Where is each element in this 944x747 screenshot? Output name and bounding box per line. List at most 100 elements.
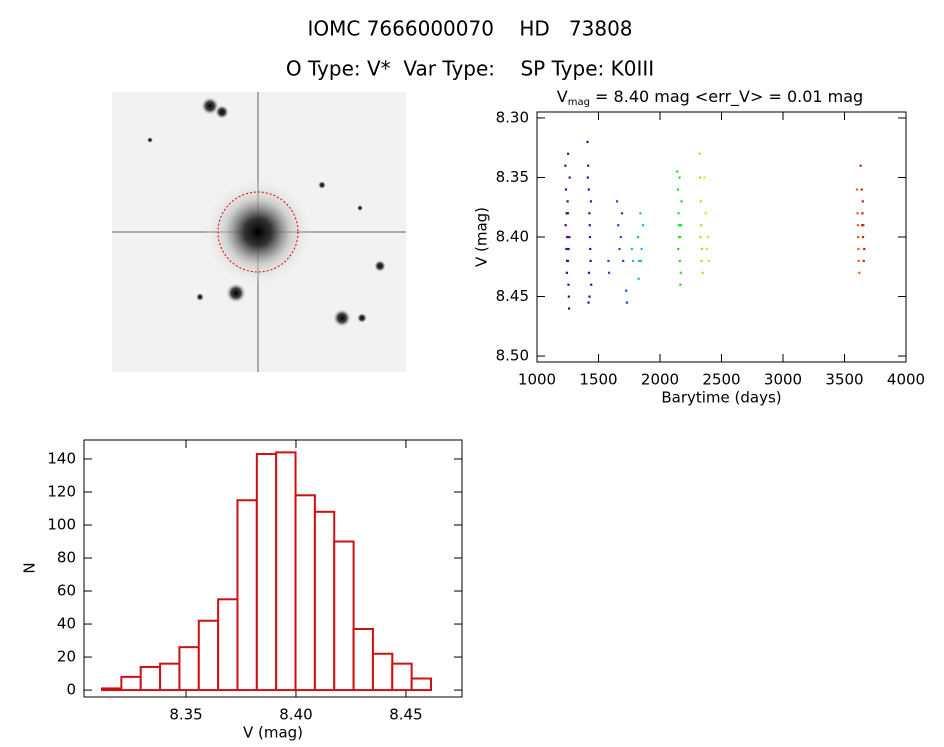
point bbox=[568, 236, 571, 239]
x-axis-label: Barytime (days) bbox=[661, 389, 781, 407]
y-tick-label: 140 bbox=[47, 449, 76, 467]
point bbox=[700, 224, 703, 227]
bar bbox=[178, 646, 200, 692]
sky-image bbox=[112, 92, 406, 372]
point bbox=[586, 140, 589, 143]
point bbox=[861, 236, 865, 239]
point bbox=[862, 224, 865, 227]
point bbox=[566, 236, 569, 239]
point bbox=[858, 271, 861, 274]
bar bbox=[410, 677, 432, 692]
point bbox=[625, 289, 628, 292]
header-line2: O Type: V* Var Type: SP Type: K0III bbox=[286, 57, 654, 81]
point bbox=[565, 271, 568, 274]
point bbox=[618, 247, 621, 251]
point bbox=[617, 224, 620, 227]
x-tick-label: 1500 bbox=[579, 371, 617, 389]
point bbox=[860, 188, 863, 191]
y-tick-label: 8.40 bbox=[496, 228, 529, 246]
point bbox=[631, 259, 635, 263]
point bbox=[589, 200, 593, 203]
point bbox=[678, 259, 681, 263]
y-tick-label: 0 bbox=[66, 681, 76, 699]
point bbox=[636, 236, 640, 239]
point bbox=[860, 224, 864, 227]
point bbox=[705, 247, 708, 251]
point bbox=[564, 224, 567, 227]
point bbox=[586, 176, 589, 179]
x-tick-label: 8.35 bbox=[169, 706, 202, 724]
point bbox=[678, 236, 682, 239]
point bbox=[857, 247, 860, 251]
y-tick-label: 40 bbox=[57, 615, 76, 633]
point bbox=[625, 301, 628, 304]
histogram-chart: 8.35 8.40 8.45 0 20 40 60 80 100 120 140 V (mag) N bbox=[21, 439, 463, 742]
point bbox=[639, 212, 642, 215]
x-tick-label: 2500 bbox=[702, 371, 740, 389]
bar bbox=[217, 598, 239, 692]
point bbox=[566, 212, 569, 215]
bar bbox=[236, 499, 258, 692]
x-tick-label: 2000 bbox=[641, 371, 679, 389]
point bbox=[622, 259, 625, 263]
point bbox=[567, 307, 571, 310]
point bbox=[859, 164, 862, 167]
point bbox=[856, 212, 859, 215]
y-axis-label: V (mag) bbox=[473, 207, 491, 267]
point bbox=[567, 247, 570, 251]
point bbox=[565, 247, 568, 251]
bar bbox=[333, 540, 355, 692]
point bbox=[587, 301, 590, 304]
point bbox=[587, 271, 591, 274]
point bbox=[704, 212, 707, 215]
point bbox=[679, 283, 682, 286]
point bbox=[861, 212, 864, 215]
point bbox=[862, 259, 865, 263]
point bbox=[565, 212, 568, 215]
point bbox=[587, 188, 590, 191]
point bbox=[564, 164, 567, 167]
y-tick-label: 8.50 bbox=[496, 347, 529, 365]
point bbox=[700, 247, 704, 251]
bar bbox=[101, 687, 123, 692]
bar bbox=[255, 453, 278, 692]
bar bbox=[313, 510, 336, 692]
point bbox=[857, 259, 860, 263]
y-tick-label: 100 bbox=[47, 516, 76, 534]
point bbox=[677, 247, 680, 251]
point bbox=[679, 271, 682, 274]
point bbox=[700, 259, 703, 263]
point bbox=[564, 188, 568, 191]
point bbox=[588, 295, 591, 298]
point bbox=[703, 176, 706, 179]
point bbox=[620, 212, 624, 215]
point bbox=[699, 236, 702, 239]
point bbox=[855, 188, 858, 191]
point bbox=[639, 259, 643, 263]
point bbox=[677, 212, 680, 215]
y-tick-label: 60 bbox=[57, 582, 76, 600]
x-tick-label: 3000 bbox=[764, 371, 802, 389]
scatter-chart: 1000 1500 2000 2500 3000 3500 4000 8.30 8.35 8.40… bbox=[473, 87, 926, 407]
header-line1: IOMC 7666000070 HD 73808 bbox=[307, 17, 632, 41]
point bbox=[678, 176, 681, 179]
y-tick-label: 8.35 bbox=[496, 168, 529, 186]
point bbox=[641, 224, 644, 227]
point bbox=[588, 224, 591, 227]
point bbox=[567, 283, 570, 286]
point bbox=[630, 247, 633, 251]
point bbox=[677, 224, 680, 227]
x-tick-label: 8.40 bbox=[279, 706, 312, 724]
point bbox=[707, 259, 710, 263]
point bbox=[566, 152, 570, 155]
point bbox=[590, 283, 593, 286]
y-tick-label: 120 bbox=[47, 482, 76, 500]
x-axis-label: V (mag) bbox=[243, 724, 303, 742]
bar bbox=[391, 662, 413, 692]
point bbox=[701, 271, 704, 274]
y-axis-label: N bbox=[21, 562, 39, 573]
bar bbox=[139, 665, 162, 692]
point bbox=[706, 236, 710, 239]
plot-frame bbox=[536, 111, 907, 363]
